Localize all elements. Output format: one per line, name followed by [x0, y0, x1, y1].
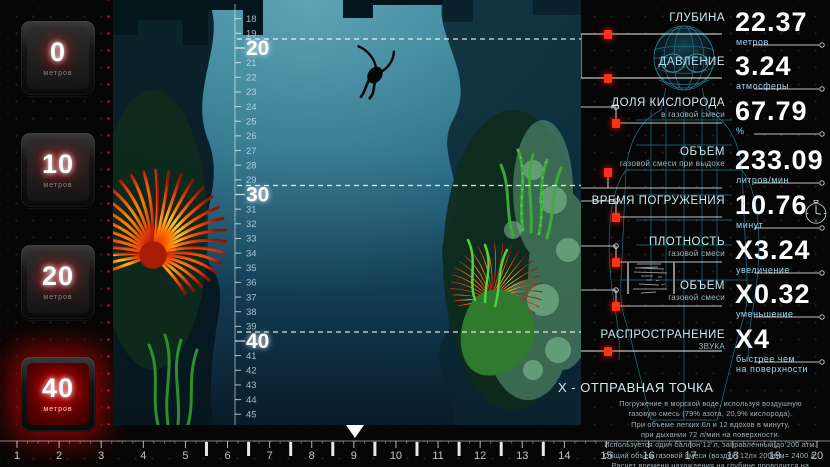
svg-text:41: 41	[246, 351, 257, 362]
svg-text:36: 36	[246, 278, 257, 289]
svg-text:30: 30	[246, 184, 269, 207]
svg-text:32: 32	[246, 219, 257, 230]
svg-text:4: 4	[140, 450, 146, 462]
svg-text:20: 20	[246, 37, 269, 60]
svg-text:42: 42	[246, 366, 257, 377]
svg-text:5: 5	[182, 450, 188, 462]
svg-text:31: 31	[246, 204, 257, 215]
svg-text:34: 34	[246, 248, 257, 259]
svg-text:8: 8	[309, 450, 315, 462]
svg-text:7: 7	[267, 450, 273, 462]
svg-text:14: 14	[558, 450, 570, 462]
svg-text:25: 25	[246, 116, 257, 127]
svg-text:38: 38	[246, 307, 257, 318]
svg-text:12: 12	[474, 450, 486, 462]
svg-text:21: 21	[246, 58, 257, 69]
svg-text:9: 9	[351, 450, 357, 462]
svg-text:2: 2	[56, 450, 62, 462]
svg-text:13: 13	[516, 450, 528, 462]
svg-text:43: 43	[246, 380, 257, 391]
svg-text:6: 6	[224, 450, 230, 462]
svg-text:40: 40	[246, 330, 269, 353]
svg-text:18: 18	[246, 14, 257, 25]
svg-text:24: 24	[246, 102, 257, 113]
svg-text:23: 23	[246, 87, 257, 98]
svg-text:35: 35	[246, 263, 257, 274]
svg-text:26: 26	[246, 131, 257, 142]
svg-text:11: 11	[432, 450, 443, 462]
svg-text:1: 1	[14, 450, 20, 462]
svg-text:22: 22	[246, 73, 257, 84]
svg-text:45: 45	[246, 409, 257, 420]
svg-text:28: 28	[246, 160, 257, 171]
svg-text:27: 27	[246, 146, 257, 157]
svg-text:3: 3	[98, 450, 104, 462]
svg-text:44: 44	[246, 395, 257, 406]
svg-text:33: 33	[246, 234, 257, 245]
svg-text:10: 10	[390, 450, 402, 462]
svg-text:37: 37	[246, 292, 257, 303]
